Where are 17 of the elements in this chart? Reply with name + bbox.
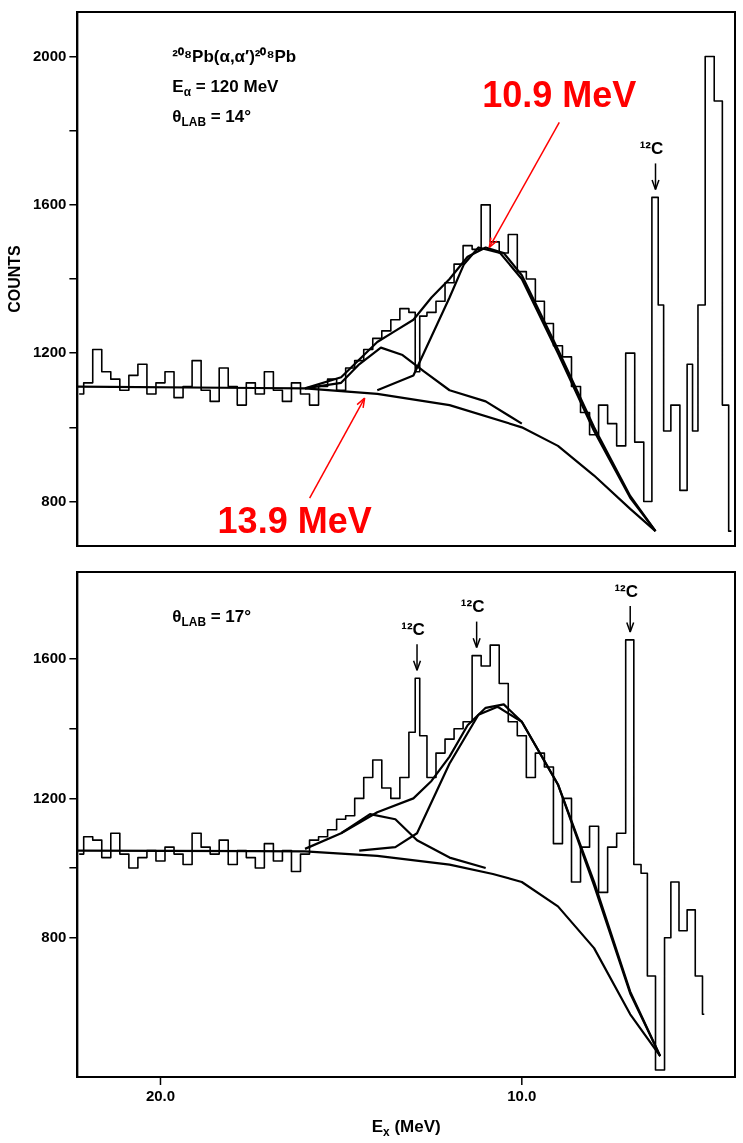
x-tick-label: 20.0 [145, 1087, 176, 1105]
x-tick-label: 10.0 [507, 1087, 537, 1105]
y-tick-label: 800 [41, 491, 67, 509]
annotation: ¹²C [460, 597, 485, 617]
y-axis-title: COUNTS [6, 244, 24, 313]
y-tick-label: 1200 [32, 343, 67, 361]
annotation: ²⁰⁸Pb(α,α′)²⁰⁸Pb [172, 46, 297, 66]
annotation: 13.9 MeV [217, 499, 372, 541]
y-tick-label: 1600 [32, 194, 67, 212]
y-tick-label: 2000 [32, 46, 67, 64]
annotation: 10.9 MeV [482, 74, 637, 116]
y-tick-label: 800 [41, 927, 67, 945]
annotation: ¹²C [614, 581, 639, 601]
annotation: ¹²C [401, 619, 425, 639]
y-tick-label: 1600 [32, 649, 67, 667]
y-tick-label: 1200 [32, 788, 67, 806]
annotation: ¹²C [639, 139, 664, 159]
